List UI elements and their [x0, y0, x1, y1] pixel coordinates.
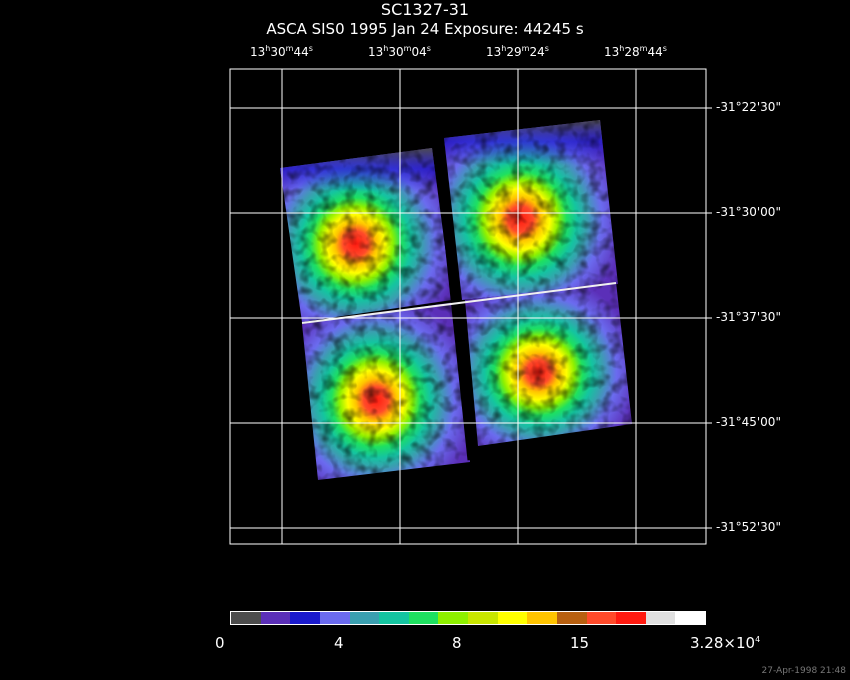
image-frame: [229, 68, 707, 545]
colorbar-swatch: [231, 612, 261, 624]
dec-label-5: -31°52'30": [716, 520, 781, 534]
colorbar-swatch: [497, 612, 528, 624]
colorbar-label-15: 15: [570, 634, 590, 652]
ra-label-2: 13h30m04s: [368, 44, 431, 59]
colorbar: [230, 611, 706, 625]
colorbar-swatch: [556, 612, 587, 624]
colorbar-swatch: [468, 612, 498, 624]
ra-label-3: 13h29m24s: [486, 44, 549, 59]
timestamp: 27-Apr-1998 21:48: [761, 666, 846, 676]
dec-label-3: -31°37'30": [716, 310, 781, 324]
colorbar-swatch: [319, 612, 350, 624]
ra-label-1: 13h30m44s: [250, 44, 313, 59]
colorbar-swatch: [645, 612, 676, 624]
colorbar-label-4: 4: [334, 634, 344, 652]
colorbar-swatch: [586, 612, 617, 624]
dec-ticks: [706, 107, 712, 529]
colorbar-swatch: [675, 612, 705, 624]
dec-label-4: -31°45'00": [716, 415, 781, 429]
dec-label-1: -31°22'30": [716, 100, 781, 114]
colorbar-swatch: [408, 612, 439, 624]
colorbar-swatch: [438, 612, 468, 624]
coordinate-grid: [230, 69, 706, 544]
colorbar-label-8: 8: [452, 634, 462, 652]
colorbar-swatch: [527, 612, 557, 624]
observation-info: ASCA SIS0 1995 Jan 24 Exposure: 44245 s: [266, 20, 584, 38]
image-title: SC1327-31: [380, 0, 470, 19]
colorbar-swatch: [616, 612, 646, 624]
colorbar-swatch: [379, 612, 409, 624]
colorbar-swatch: [349, 612, 380, 624]
ra-label-4: 13h28m44s: [604, 44, 667, 59]
colorbar-swatch: [260, 612, 291, 624]
colorbar-label-max: 3.28×104: [690, 634, 761, 652]
dec-label-2: -31°30'00": [716, 205, 781, 219]
colorbar-label-0: 0: [215, 634, 225, 652]
chip-gap-horizontal: [301, 282, 617, 324]
colorbar-swatch: [290, 612, 320, 624]
